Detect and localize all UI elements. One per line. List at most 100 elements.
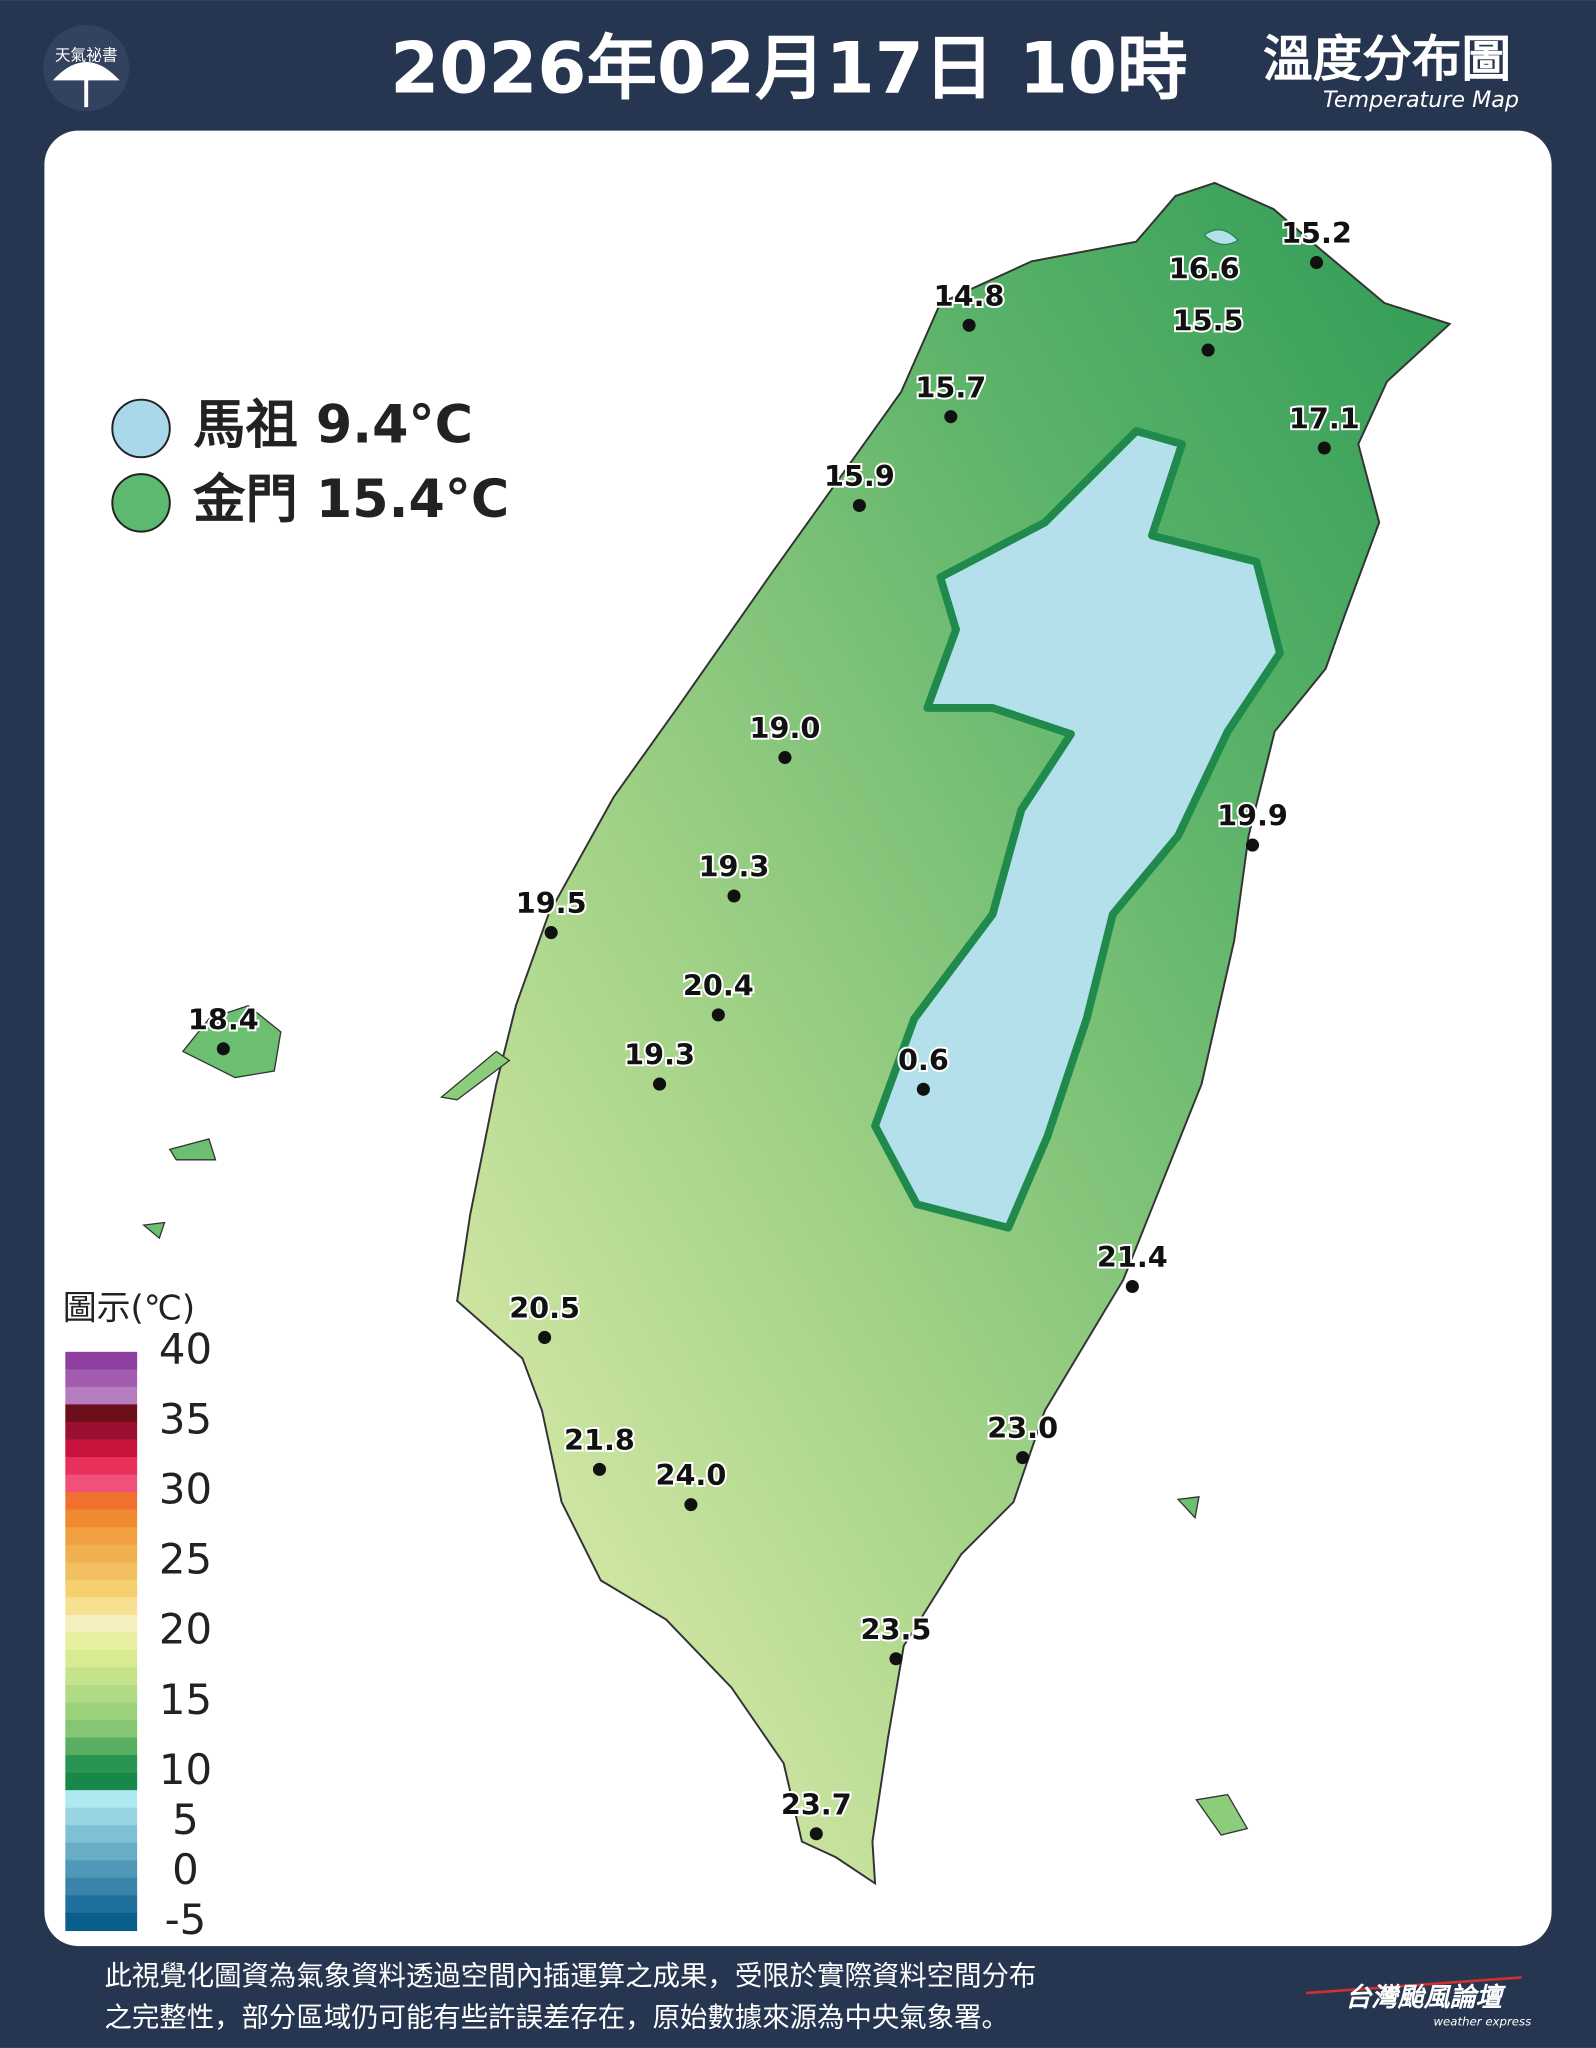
station-label: 20.4 bbox=[683, 968, 754, 1002]
station-label: 24.0 bbox=[655, 1458, 726, 1492]
station-label: 19.3 bbox=[624, 1038, 695, 1072]
colorbar-segment bbox=[65, 1614, 138, 1633]
stations: 15.2 16.6 14.8 15.5 15.7 17.1 15.9 19.0 19.9 19.3… bbox=[186, 214, 1362, 1841]
subtitle-en: Temperature Map bbox=[1323, 87, 1519, 113]
station-dot bbox=[544, 926, 558, 940]
station-label: 19.5 bbox=[516, 886, 587, 920]
station-label: 21.4 bbox=[1097, 1240, 1168, 1274]
colorbar-segment bbox=[65, 1421, 138, 1441]
station-dot bbox=[1201, 343, 1215, 357]
brand: 台灣颱風論壇 bbox=[1345, 1983, 1507, 2013]
colorbar-segment bbox=[65, 1755, 138, 1774]
colorbar-segment bbox=[65, 1492, 138, 1511]
colorbar-segment bbox=[65, 1772, 138, 1791]
colorbar-segment bbox=[65, 1562, 138, 1581]
colorbar-segment bbox=[65, 1649, 138, 1669]
station-dot bbox=[216, 1042, 230, 1056]
footer-line: 此視覺化圖資為氣象資料透過空間內插運算之成果，受限於實際資料空間分布 bbox=[104, 1961, 1036, 1992]
station-dot bbox=[653, 1077, 667, 1091]
title: 2026年02月17日 10時 bbox=[390, 28, 1187, 110]
station-label: 18.4 bbox=[188, 1002, 259, 1036]
legend-swatch bbox=[111, 473, 171, 533]
colorbar-tick-label: -5 bbox=[165, 1895, 207, 1944]
orchid-island bbox=[1195, 1793, 1249, 1836]
station-dot bbox=[944, 410, 958, 424]
mountains bbox=[871, 427, 1284, 1232]
station-dot bbox=[592, 1462, 607, 1476]
station-dot bbox=[684, 1498, 698, 1512]
colorbar-tick-label: 20 bbox=[159, 1605, 212, 1654]
legend-label: 馬祖 9.4°C bbox=[193, 395, 473, 455]
station-dot bbox=[962, 318, 976, 332]
station-label: 15.5 bbox=[1173, 304, 1244, 338]
map bbox=[142, 181, 1452, 1886]
colorbar-segment bbox=[65, 1877, 138, 1896]
islet bbox=[439, 1050, 511, 1101]
station-label: 15.2 bbox=[1281, 216, 1352, 250]
legend-label: 金門 15.4°C bbox=[192, 470, 509, 530]
station-label: 19.3 bbox=[699, 850, 770, 884]
colorbar-segment bbox=[65, 1369, 138, 1388]
colorbar-segment bbox=[65, 1860, 138, 1879]
colorbar-segment bbox=[65, 1842, 138, 1861]
colorbar-tick-label: 10 bbox=[159, 1745, 212, 1794]
station-dot bbox=[711, 1008, 725, 1022]
brand-en: weather express bbox=[1433, 2014, 1531, 2028]
station-dot bbox=[809, 1827, 823, 1841]
colorbar-segment bbox=[65, 1702, 138, 1721]
north-peak bbox=[1203, 229, 1240, 246]
colorbar-segment bbox=[65, 1737, 138, 1756]
station-dot bbox=[1317, 441, 1331, 455]
station-label: 0.6 bbox=[898, 1043, 949, 1077]
station-dot bbox=[727, 889, 741, 903]
colorbar-segment bbox=[65, 1825, 138, 1844]
station-label: 16.6 bbox=[1169, 251, 1240, 285]
colorbar-segment bbox=[65, 1544, 138, 1563]
colorbar-tick-label: 0 bbox=[172, 1845, 199, 1894]
colorbar-segment bbox=[65, 1474, 138, 1493]
station-label: 23.5 bbox=[861, 1612, 932, 1646]
colorbar-segment bbox=[65, 1439, 138, 1458]
green-island bbox=[1176, 1496, 1200, 1520]
station-label: 23.7 bbox=[781, 1787, 852, 1821]
colorbar-segment bbox=[65, 1386, 138, 1406]
station-dot bbox=[538, 1330, 552, 1344]
station-label: 23.0 bbox=[987, 1411, 1058, 1445]
logo-umbrella bbox=[52, 62, 120, 108]
colorbar-segment bbox=[65, 1720, 138, 1739]
station-dot bbox=[778, 751, 792, 765]
station-label: 15.9 bbox=[824, 459, 895, 493]
colorbar-tick-label: 25 bbox=[159, 1535, 212, 1584]
colorbar-segment bbox=[65, 1912, 138, 1932]
brand-rule bbox=[1305, 1976, 1522, 1995]
station-dot bbox=[852, 498, 866, 513]
colorbar-tick-label: 40 bbox=[159, 1324, 212, 1373]
logo-text: 天氣祕書 bbox=[55, 46, 118, 65]
colorbar-tick-label: 5 bbox=[172, 1795, 199, 1844]
station-dot bbox=[889, 1652, 903, 1666]
penghu bbox=[181, 1004, 282, 1079]
colorbar-tick-label: 35 bbox=[159, 1394, 212, 1443]
station-dot bbox=[1245, 838, 1260, 852]
station-dot bbox=[1125, 1279, 1139, 1294]
legend-swatch bbox=[111, 398, 171, 459]
islets bbox=[142, 1138, 217, 1240]
colorbar-segment bbox=[65, 1351, 138, 1371]
colorbar-segment bbox=[65, 1579, 138, 1598]
colorbar-segment bbox=[65, 1509, 138, 1528]
colorbar-segment bbox=[65, 1895, 138, 1914]
station-dot bbox=[916, 1082, 930, 1096]
colorbar-segment bbox=[65, 1684, 138, 1704]
colorbar-segment bbox=[65, 1597, 138, 1616]
colorbar-segment bbox=[65, 1404, 138, 1423]
station-dot bbox=[1016, 1451, 1030, 1465]
station-label: 15.7 bbox=[915, 370, 986, 404]
colorbar-tick-label: 30 bbox=[159, 1465, 212, 1514]
colorbar-title: 圖示(℃) bbox=[63, 1289, 195, 1329]
colorbar-segment bbox=[65, 1807, 138, 1826]
footer-line: 之完整性，部分區域仍可能有些許誤差存在，原始數據來源為中央氣象署。 bbox=[104, 2003, 1008, 2034]
station-label: 19.9 bbox=[1217, 799, 1288, 833]
station-label: 19.0 bbox=[750, 711, 821, 745]
